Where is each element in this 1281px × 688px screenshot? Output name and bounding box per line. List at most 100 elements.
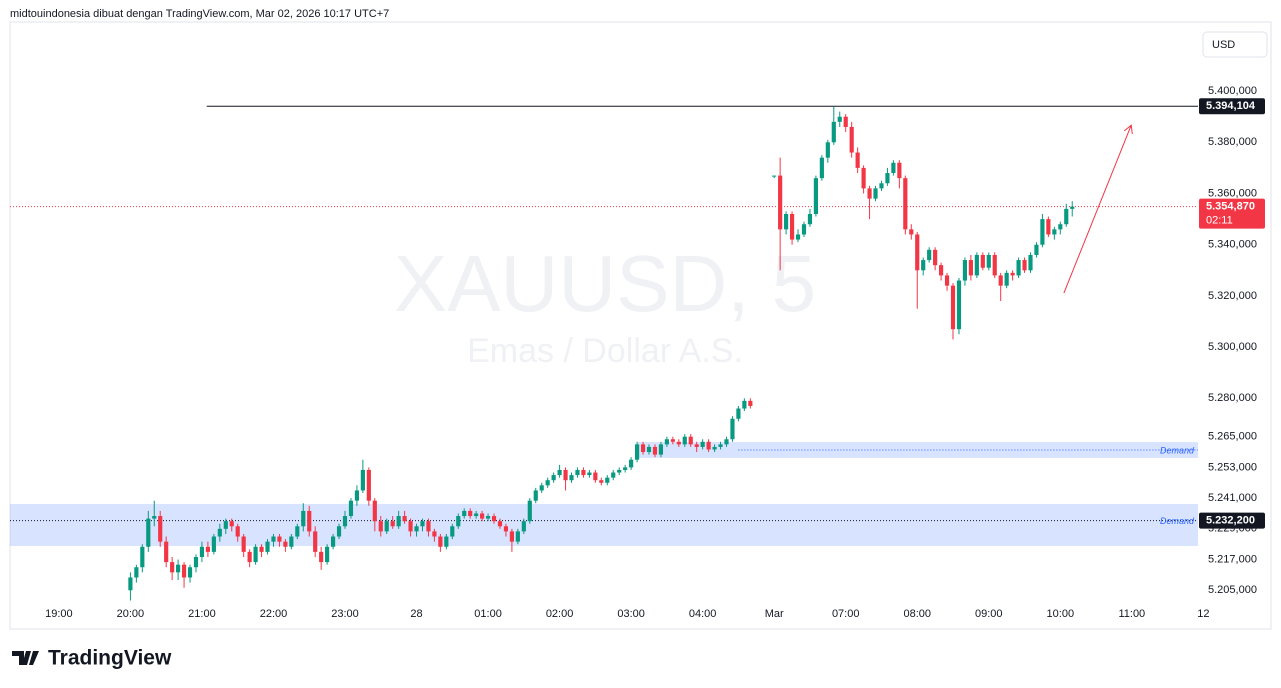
candle-body [426,521,431,532]
candle-body [468,510,473,517]
price-badge [1199,98,1265,115]
x-tick-label: 19:00 [45,608,73,620]
candle-body [891,162,896,174]
footer: TradingView [48,647,172,670]
watermark: XAUUSD, 5 [394,239,816,328]
candle-body [575,469,580,476]
candle-body [831,121,836,143]
candle-body [444,536,449,547]
price-badge-label: 5.232,200 [1206,515,1255,527]
candle-body [1070,206,1075,209]
x-tick-label: 10:00 [1047,608,1075,620]
candle-body [634,444,640,460]
candle-body [152,516,157,519]
candle-body [1022,260,1027,271]
candle-body [474,513,479,517]
price-badge-label: 5.394,104 [1206,100,1256,112]
candle-body [533,490,538,501]
candle-body [837,116,842,122]
candle-body [420,521,425,527]
candle-body [134,567,139,578]
currency[interactable]: USD [1212,39,1235,51]
candle-body [199,546,205,557]
candle-body [325,546,330,563]
candle-body [372,500,377,522]
zone-label: Demand [1160,445,1195,455]
x-tick-label: 08:00 [903,608,931,620]
x-tick-label: 02:00 [546,608,574,620]
candle-body [795,234,801,240]
candle-body [313,531,318,552]
candle-body [1064,208,1069,225]
y-tick-label: 5.400,000 [1208,85,1257,97]
y-tick-label: 5.280,000 [1208,392,1257,404]
candle-body [599,480,604,483]
candle-body [819,157,824,179]
candle-body [587,472,592,476]
candle-body [229,521,234,527]
candle-body [271,536,276,542]
candle-body [259,546,264,552]
candle-body [378,521,383,532]
candle-body [563,469,568,481]
zone-label: Demand [1160,516,1195,526]
candle-body [1052,229,1057,235]
candle-body [700,441,705,447]
candle-body [307,510,312,532]
candle-body [211,536,216,552]
candle-body [718,444,723,447]
y-tick-label: 5.205,000 [1208,584,1257,596]
candle-body [241,536,246,552]
y-tick-label: 5.217,000 [1208,553,1257,565]
candle-body [909,229,914,235]
candle-body [235,526,240,537]
candle-body [784,213,789,230]
candle-body [861,167,866,189]
candle-body [170,562,175,573]
candle-body [384,521,389,532]
candle-body [330,536,336,547]
candle-body [670,439,675,442]
candle-body [176,564,181,573]
candle-body [664,439,669,445]
demand-zone [10,504,1198,546]
currency-button[interactable] [1202,31,1268,58]
candle-body [480,513,485,519]
price-badge-label: 5.354,870 [1206,201,1255,213]
frame [9,21,1272,630]
candle-body [950,285,956,330]
x-tick-label: 12 [1197,608,1209,620]
candle-body [658,444,664,455]
candle-body [688,436,693,445]
candle-body [623,467,628,470]
candle-body [140,546,145,568]
candle-body [396,516,401,527]
x-tick-label: 04:00 [689,608,717,620]
candle-body [414,526,419,532]
candle-body [897,162,902,179]
candle-body [629,459,634,468]
y-tick-label: 5.380,000 [1208,136,1257,148]
candle-body [748,400,753,406]
candle-body [265,541,270,552]
candle-body [128,577,133,591]
candle-body [557,469,562,476]
candle-body [289,536,294,547]
candle-body [283,541,288,547]
candle-body [1028,254,1033,271]
header: midtouindonesia dibuat dengan TradingVie… [10,8,389,20]
y-tick-label: 5.360,000 [1208,187,1257,199]
candle-body [1034,244,1039,255]
candle-body [807,213,813,225]
candle-body [539,485,544,491]
candle-body [253,546,258,563]
candle-body [158,516,163,542]
candle-body [432,531,437,537]
candle-body [956,280,962,330]
candle-body [1010,272,1015,276]
candle-body [640,444,646,453]
x-tick-label: 22:00 [260,608,288,620]
candle-body [485,516,491,519]
